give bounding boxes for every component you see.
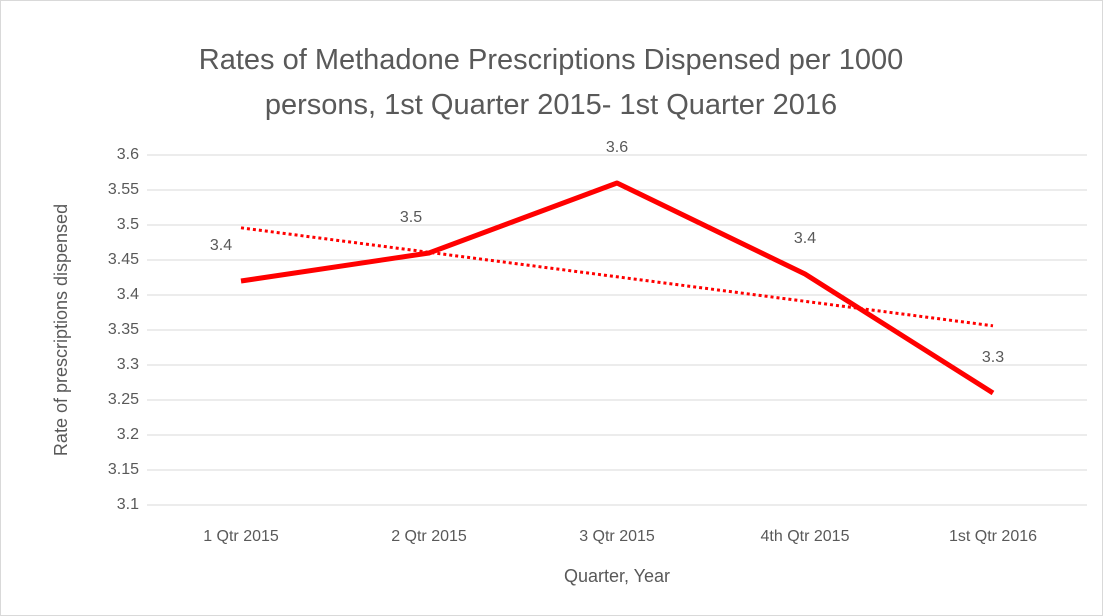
data-label: 3.3 xyxy=(982,349,1004,366)
x-tick-label: 1st Qtr 2016 xyxy=(949,528,1037,545)
y-tick-label: 3.45 xyxy=(108,251,139,268)
data-label: 3.6 xyxy=(606,139,628,156)
x-tick-label: 4th Qtr 2015 xyxy=(761,528,850,545)
x-tick-label: 1 Qtr 2015 xyxy=(203,528,279,545)
data-label: 3.4 xyxy=(210,237,232,254)
y-axis-title: Rate of prescriptions dispensed xyxy=(51,204,71,456)
data-line xyxy=(240,180,995,396)
y-tick-label: 3.6 xyxy=(117,146,139,163)
data-label: 3.5 xyxy=(400,209,422,226)
y-tick-label: 3.15 xyxy=(108,461,139,478)
y-tick-label: 3.55 xyxy=(108,181,139,198)
y-tick-label: 3.2 xyxy=(117,426,139,443)
y-tick-label: 3.25 xyxy=(108,391,139,408)
y-tick-label: 3.3 xyxy=(117,356,139,373)
x-tick-label: 2 Qtr 2015 xyxy=(391,528,467,545)
data-label: 3.4 xyxy=(794,230,816,247)
chart-title: Rates of Methadone Prescriptions Dispens… xyxy=(198,44,904,121)
y-tick-label: 3.5 xyxy=(117,216,139,233)
y-tick-label: 3.1 xyxy=(117,496,139,513)
x-axis-title: Quarter, Year xyxy=(564,566,670,586)
x-tick-label: 3 Qtr 2015 xyxy=(579,528,655,545)
y-tick-label: 3.4 xyxy=(117,286,139,303)
y-tick-label: 3.35 xyxy=(108,321,139,338)
trendline xyxy=(240,226,994,328)
